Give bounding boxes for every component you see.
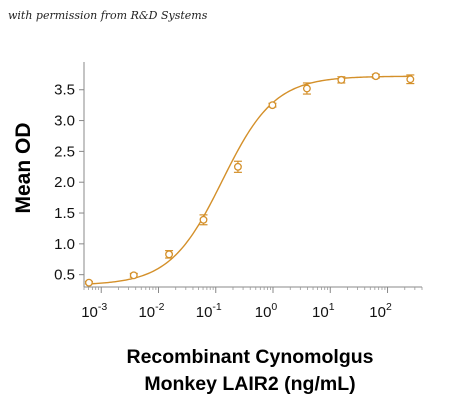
- fit-curve: [88, 75, 411, 285]
- x-tick-label: 10-1: [196, 301, 222, 321]
- y-tick-label: 3.0: [54, 113, 75, 130]
- data-marker: [371, 72, 380, 81]
- x-tick-label: 10-3: [81, 301, 107, 321]
- y-tick-label: 2.0: [54, 174, 75, 191]
- data-point: [84, 278, 93, 287]
- data-point: [337, 75, 346, 84]
- x-tick-label: 101: [312, 301, 335, 321]
- x-axis-label-line2: Monkey LAIR2 (ng/mL): [144, 373, 355, 395]
- data-marker: [337, 75, 346, 84]
- data-marker: [268, 101, 277, 110]
- y-tick-label: 2.5: [54, 143, 75, 160]
- y-axis-label: Mean OD: [12, 122, 35, 213]
- data-marker: [406, 75, 415, 84]
- data-marker: [233, 162, 242, 171]
- data-marker: [199, 215, 208, 224]
- y-tick-label: 1.5: [54, 205, 75, 222]
- data-marker: [165, 250, 174, 259]
- x-tick-label: 102: [369, 301, 392, 321]
- y-tick-label: 1.0: [54, 236, 75, 253]
- data-point: [165, 250, 174, 259]
- data-point: [371, 72, 380, 81]
- y-tick-label: 3.5: [54, 82, 75, 99]
- x-tick-label: 10-2: [138, 301, 164, 321]
- data-point: [233, 160, 242, 173]
- data-point: [199, 214, 208, 226]
- y-tick-label: 0.5: [54, 267, 75, 284]
- x-tick-label: 100: [255, 301, 278, 321]
- data-marker: [302, 84, 311, 93]
- data-point: [268, 101, 277, 110]
- data-marker: [84, 278, 93, 287]
- data-point: [302, 82, 311, 95]
- x-axis-label-line1: Recombinant Cynomolgus: [126, 346, 373, 368]
- credit-text: with permission from R&D Systems: [8, 9, 208, 22]
- data-point: [406, 74, 415, 85]
- data-marker: [129, 271, 138, 280]
- data-point: [129, 271, 138, 280]
